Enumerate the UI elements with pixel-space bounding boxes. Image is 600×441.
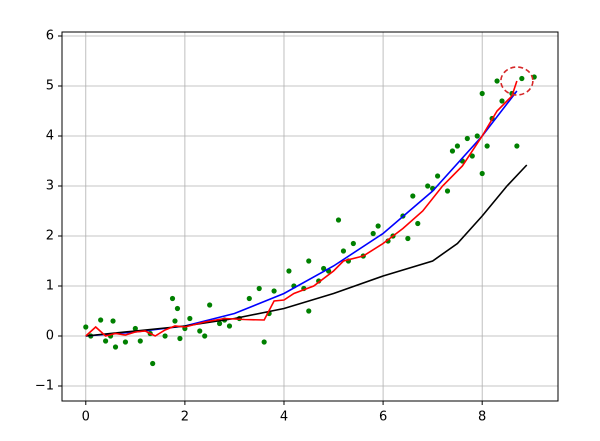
scatter-point [197,328,203,334]
scatter-point [474,133,480,139]
scatter-point [415,220,421,227]
y-tick-label: 4 [46,129,54,144]
scatter-point [425,183,431,189]
scatter-point [137,338,143,344]
scatter-point [174,305,181,312]
scatter-point [464,135,470,142]
scatter-point [410,193,416,199]
scatter-point [335,217,342,223]
scatter-point [449,148,456,154]
scatter-point [122,339,129,345]
scatter-point [187,315,193,322]
x-tick-label: 2 [181,410,189,425]
y-tick-label: −1 [35,379,54,394]
scatter-point [169,295,176,302]
scatter-point [83,324,89,330]
y-tick-label: 0 [46,329,54,344]
scatter-point [514,143,520,149]
scatter-point [103,338,109,344]
scatter-point [479,90,485,97]
scatter-point [306,308,312,314]
scatter-point [110,318,116,324]
y-tick-label: 5 [46,79,54,94]
scatter-point [207,302,213,308]
scatter-point [132,325,138,332]
scatter-point [261,339,267,345]
scatter-point [444,188,451,194]
scatter-point [370,230,376,237]
highlight-circle [500,66,534,96]
scatter-point [494,78,500,84]
scatter-point [321,265,327,272]
scatter-point [256,285,262,292]
x-tick-label: 4 [280,410,288,425]
scatter-point [434,173,441,179]
scatter-point [340,248,347,254]
scatter-point [519,75,525,82]
scatter-point [405,235,411,242]
scatter-point [469,153,475,159]
scatter-point [479,170,485,177]
scatter-point [286,268,292,274]
line [85,80,518,337]
scatter-point [454,143,461,149]
scatter-point [98,317,104,323]
scatter-point [350,240,356,247]
scatter-point [177,335,183,342]
scatter-point [172,318,178,324]
scatter-point [150,360,156,367]
scatter-point [202,333,208,339]
scatter-point [375,223,381,229]
y-tick-label: 2 [46,229,54,244]
y-tick-label: 1 [46,279,54,294]
x-tick-label: 0 [82,410,90,425]
scatter-point [226,323,233,329]
y-tick-label: 6 [46,29,54,44]
line [85,90,518,337]
x-tick-label: 6 [379,410,387,425]
scatter-point [499,98,505,104]
scatter-point [271,288,277,294]
y-tick-label: 3 [46,179,54,194]
scatter-point [484,143,490,149]
scatter-point [246,295,252,302]
x-tick-label: 8 [478,410,486,425]
scatter-point [216,320,223,327]
scatter-point [112,344,119,350]
plot-frame [61,31,559,402]
scatter-point [306,258,312,264]
scatter-point [162,333,168,339]
